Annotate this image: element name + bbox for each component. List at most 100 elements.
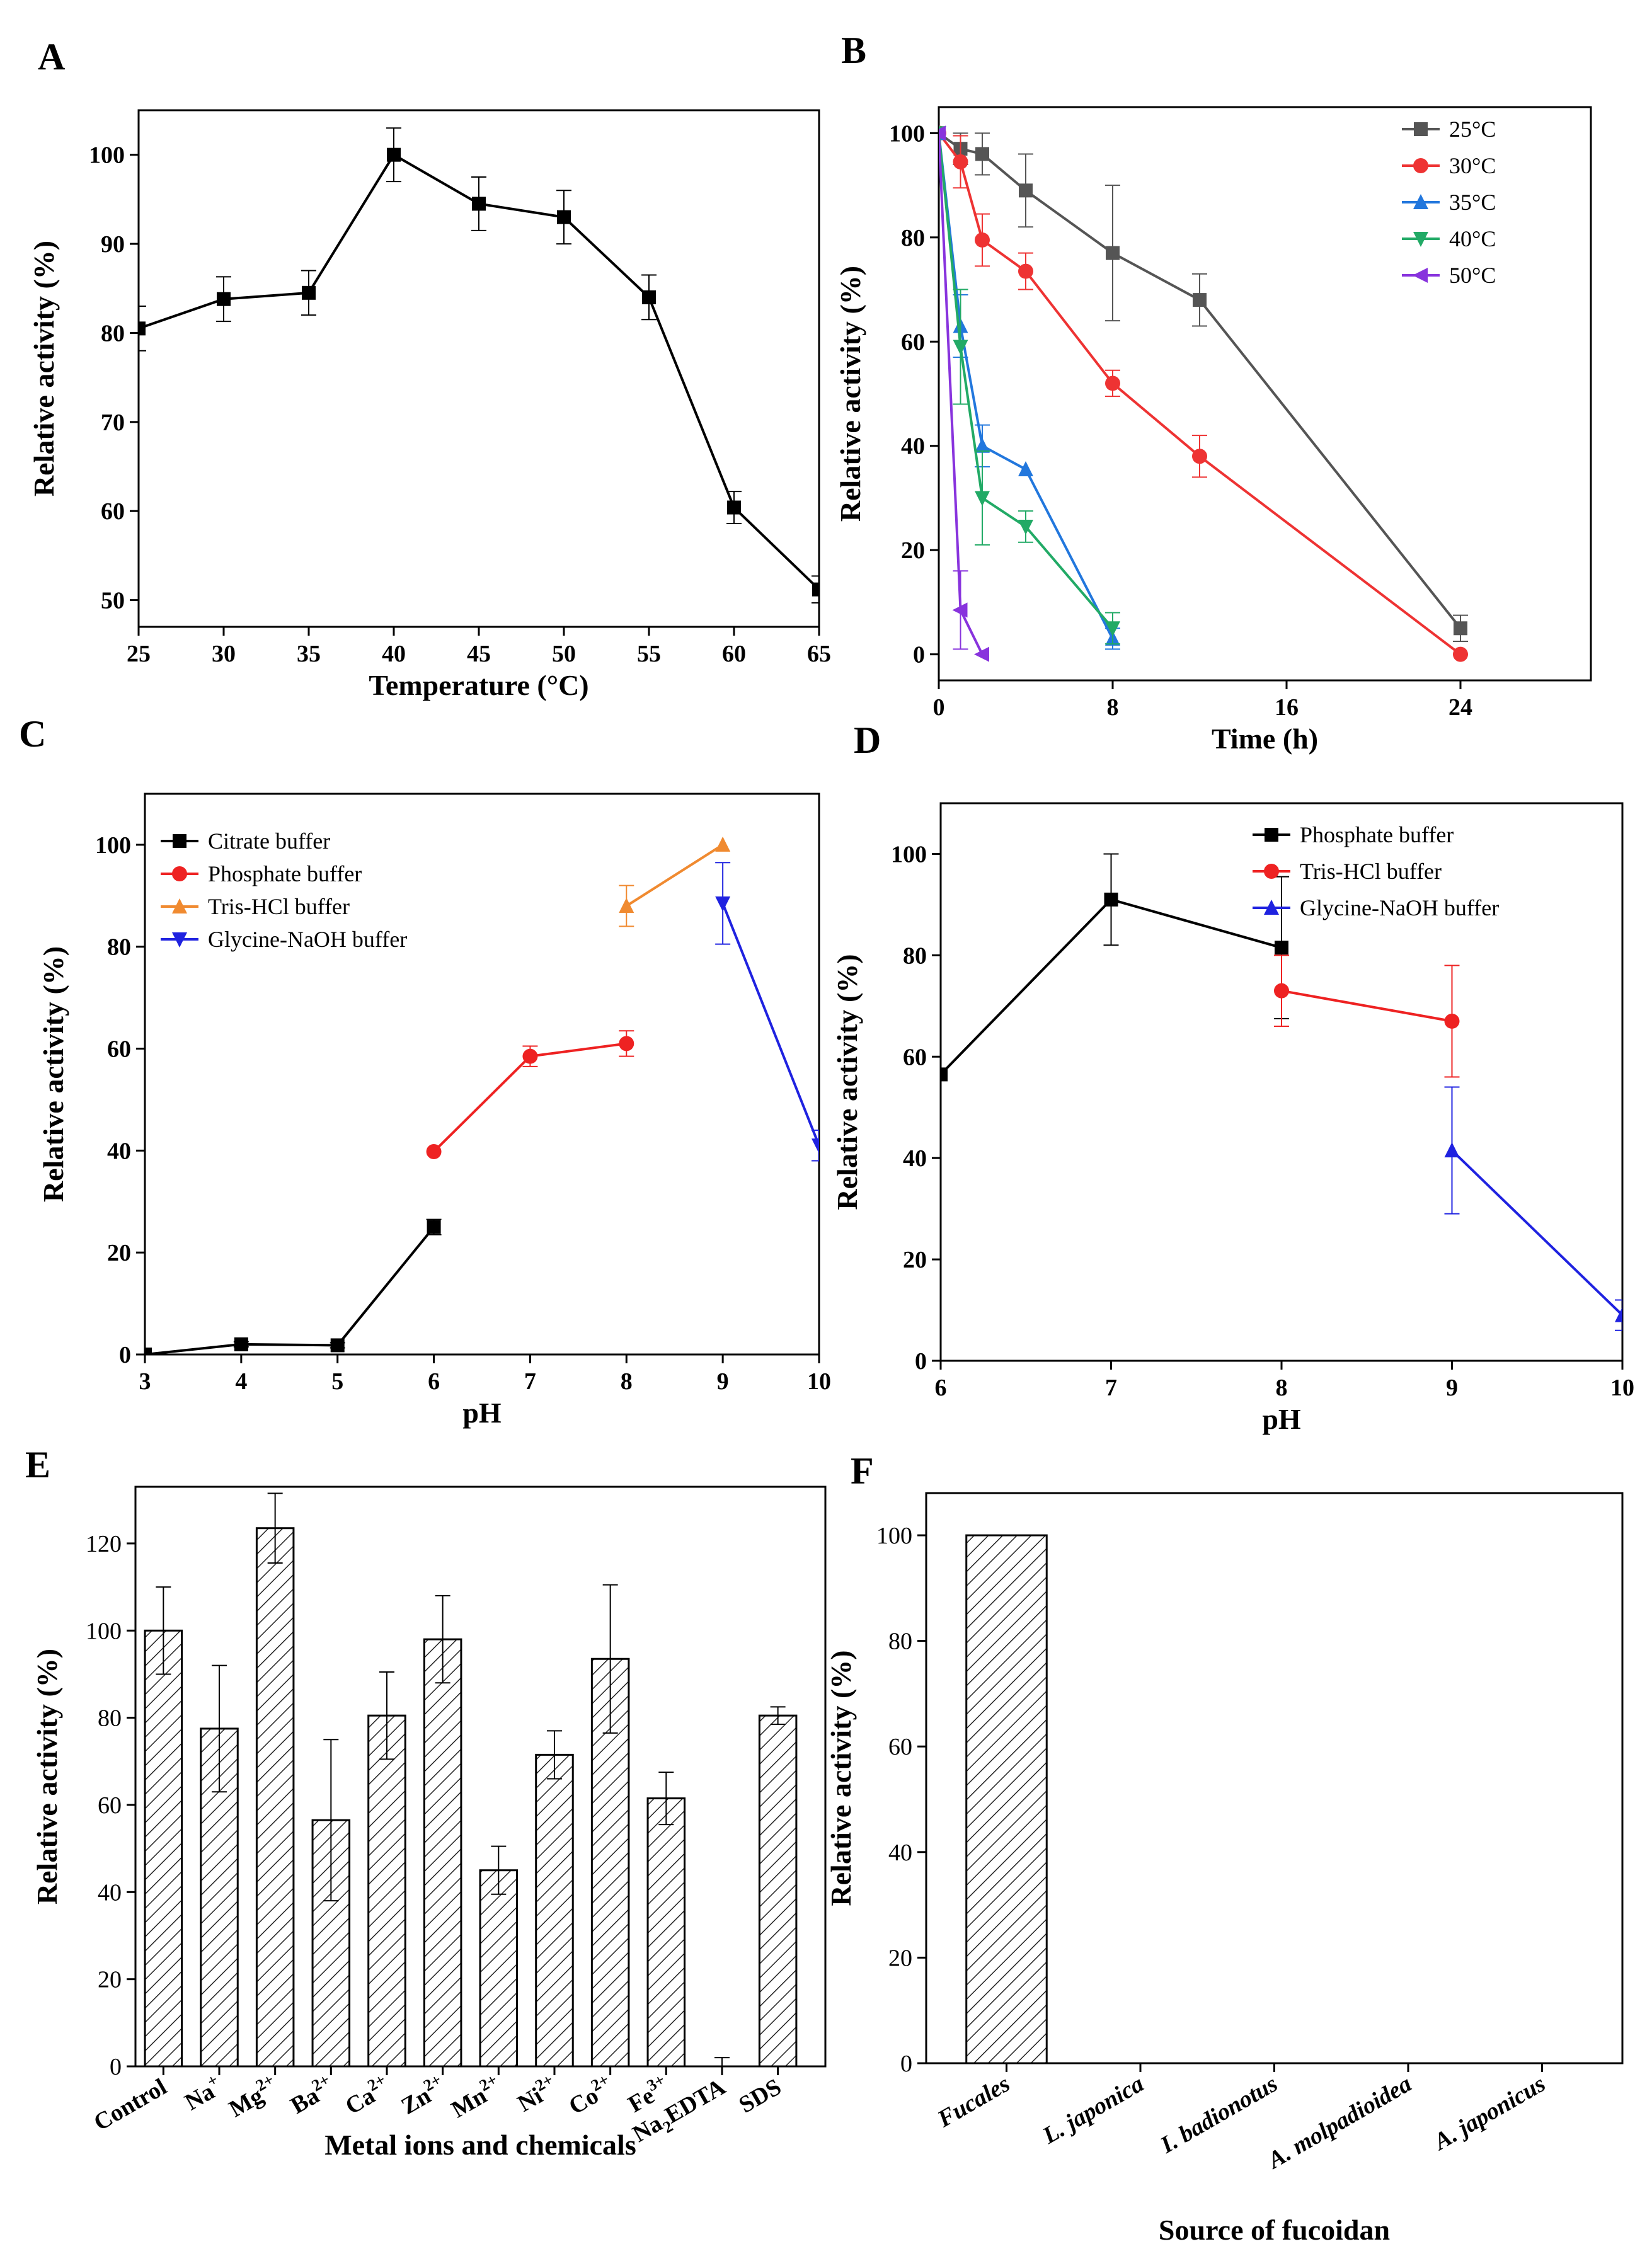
panel-label-c: C <box>19 713 46 755</box>
y-tick-label: 0 <box>119 1342 131 1368</box>
y-tick-label: 60 <box>901 329 925 355</box>
y-tick-label: 120 <box>86 1531 122 1557</box>
series-line <box>721 903 819 1147</box>
panel-label-a: A <box>38 36 65 77</box>
x-tick-label: 50 <box>552 641 576 667</box>
x-tick-label: 45 <box>467 641 491 667</box>
y-tick-label: 20 <box>107 1240 131 1266</box>
x-category-label: Control <box>89 2073 171 2136</box>
series-line <box>145 1226 435 1354</box>
y-tick-label: 40 <box>98 1879 122 1906</box>
x-tick-label: 8 <box>621 1368 633 1395</box>
y-tick-label: 60 <box>107 1036 131 1063</box>
series-2 <box>1444 1086 1622 1331</box>
chart-panel-f: 0 20 40 60 80 100 Relative activity (%) Fucales… <box>825 1492 1624 2246</box>
data-point <box>715 896 731 912</box>
y-tick-label: 40 <box>901 433 925 460</box>
data-point <box>1453 646 1468 662</box>
bar <box>144 1629 183 2068</box>
x-tick-label: 65 <box>807 641 831 667</box>
legend-marker <box>1264 900 1279 915</box>
y-axis-title: Relative activity (%) <box>825 1650 857 1906</box>
x-tick-label: 9 <box>1446 1375 1458 1401</box>
legend-label: Tris-HCl buffer <box>208 894 350 919</box>
y-tick-label: 20 <box>888 1945 912 1971</box>
x-tick-label: 6 <box>428 1368 440 1395</box>
x-axis-title: Metal ions and chemicals <box>324 2129 636 2161</box>
data-point <box>1106 246 1120 260</box>
legend-marker <box>1413 194 1428 209</box>
y-tick-label: 100 <box>95 832 131 859</box>
plot-frame <box>144 793 820 1356</box>
bar <box>255 1527 295 2068</box>
x-category-label: Ba2+ <box>284 2070 339 2119</box>
y-tick-label: 40 <box>903 1145 927 1172</box>
data-point <box>1193 293 1207 307</box>
x-tick-label: 0 <box>933 694 945 721</box>
data-point <box>941 1067 948 1082</box>
y-tick-label: 0 <box>900 2051 912 2077</box>
legend-marker <box>1264 864 1279 879</box>
x-tick-label: 8 <box>1107 694 1119 721</box>
y-axis-title: Relative activity (%) <box>831 954 863 1210</box>
legend-label: 30°C <box>1449 153 1496 178</box>
legend-marker <box>173 834 186 848</box>
plot-frame <box>938 106 1592 682</box>
y-tick-label: 100 <box>86 1618 122 1644</box>
chart-panel-b: 0 20 40 60 80 100 Relative activity (%) 0 8 16 24 T… <box>834 106 1592 755</box>
y-tick-label: 60 <box>101 498 125 525</box>
data-point <box>975 147 989 161</box>
x-tick-label: 10 <box>807 1368 831 1395</box>
data-point <box>975 437 990 453</box>
y-tick-label: 40 <box>888 1840 912 1866</box>
series-3 <box>715 862 819 1162</box>
data-point <box>1018 519 1033 535</box>
x-tick-label: 24 <box>1448 694 1472 721</box>
bar <box>423 1638 462 2068</box>
data-point <box>522 1048 538 1064</box>
data-point <box>642 290 656 304</box>
legend-label: Phosphate buffer <box>208 861 362 886</box>
data-point <box>975 491 990 507</box>
x-tick-label: 16 <box>1275 694 1299 721</box>
x-tick-label: 35 <box>297 641 321 667</box>
panel-label-b: B <box>841 30 866 71</box>
series-0 <box>939 126 1468 642</box>
data-point <box>619 898 634 913</box>
x-tick-label: 8 <box>1276 1375 1288 1401</box>
x-category-label: I. badionotus <box>1156 2070 1282 2158</box>
x-axis-title: Temperature (°C) <box>369 669 588 701</box>
y-tick-label: 100 <box>889 120 925 147</box>
data-point <box>1444 1142 1460 1158</box>
y-tick-label: 20 <box>98 1967 122 1993</box>
chart-panel-a: 50 60 70 80 90 100 Relative activity (%) 25 30 35… <box>28 109 831 701</box>
chart-panel-d: 0 20 40 60 80 100 Relative activity (%) 6 7 8 9 10 p… <box>831 802 1634 1435</box>
data-point <box>1444 1013 1460 1029</box>
x-tick-label: 3 <box>139 1368 151 1395</box>
data-point <box>1104 892 1118 907</box>
y-tick-label: 80 <box>101 320 125 346</box>
series-line <box>939 132 1462 629</box>
y-tick-label: 40 <box>107 1138 131 1164</box>
bar <box>965 1534 1048 2064</box>
x-category-label: Zn2+ <box>395 2070 450 2120</box>
y-tick-label: 80 <box>98 1705 122 1732</box>
bar <box>590 1658 630 2068</box>
x-category-label: Na+ <box>178 2070 227 2116</box>
data-point <box>1615 1307 1622 1322</box>
legend-label: Phosphate buffer <box>1300 822 1454 847</box>
data-point <box>812 1138 819 1154</box>
panel-label-f: F <box>851 1450 874 1492</box>
x-axis-title: pH <box>462 1397 502 1429</box>
x-tick-label: 5 <box>331 1368 343 1395</box>
y-tick-label: 60 <box>98 1792 122 1819</box>
y-tick-label: 90 <box>101 231 125 258</box>
data-point <box>1192 449 1207 464</box>
x-tick-label: 10 <box>1610 1375 1634 1401</box>
legend-marker <box>1413 268 1428 283</box>
legend-marker <box>1414 122 1428 136</box>
legend-marker <box>1413 232 1428 247</box>
legend-marker <box>1413 158 1428 173</box>
data-point <box>952 602 968 618</box>
